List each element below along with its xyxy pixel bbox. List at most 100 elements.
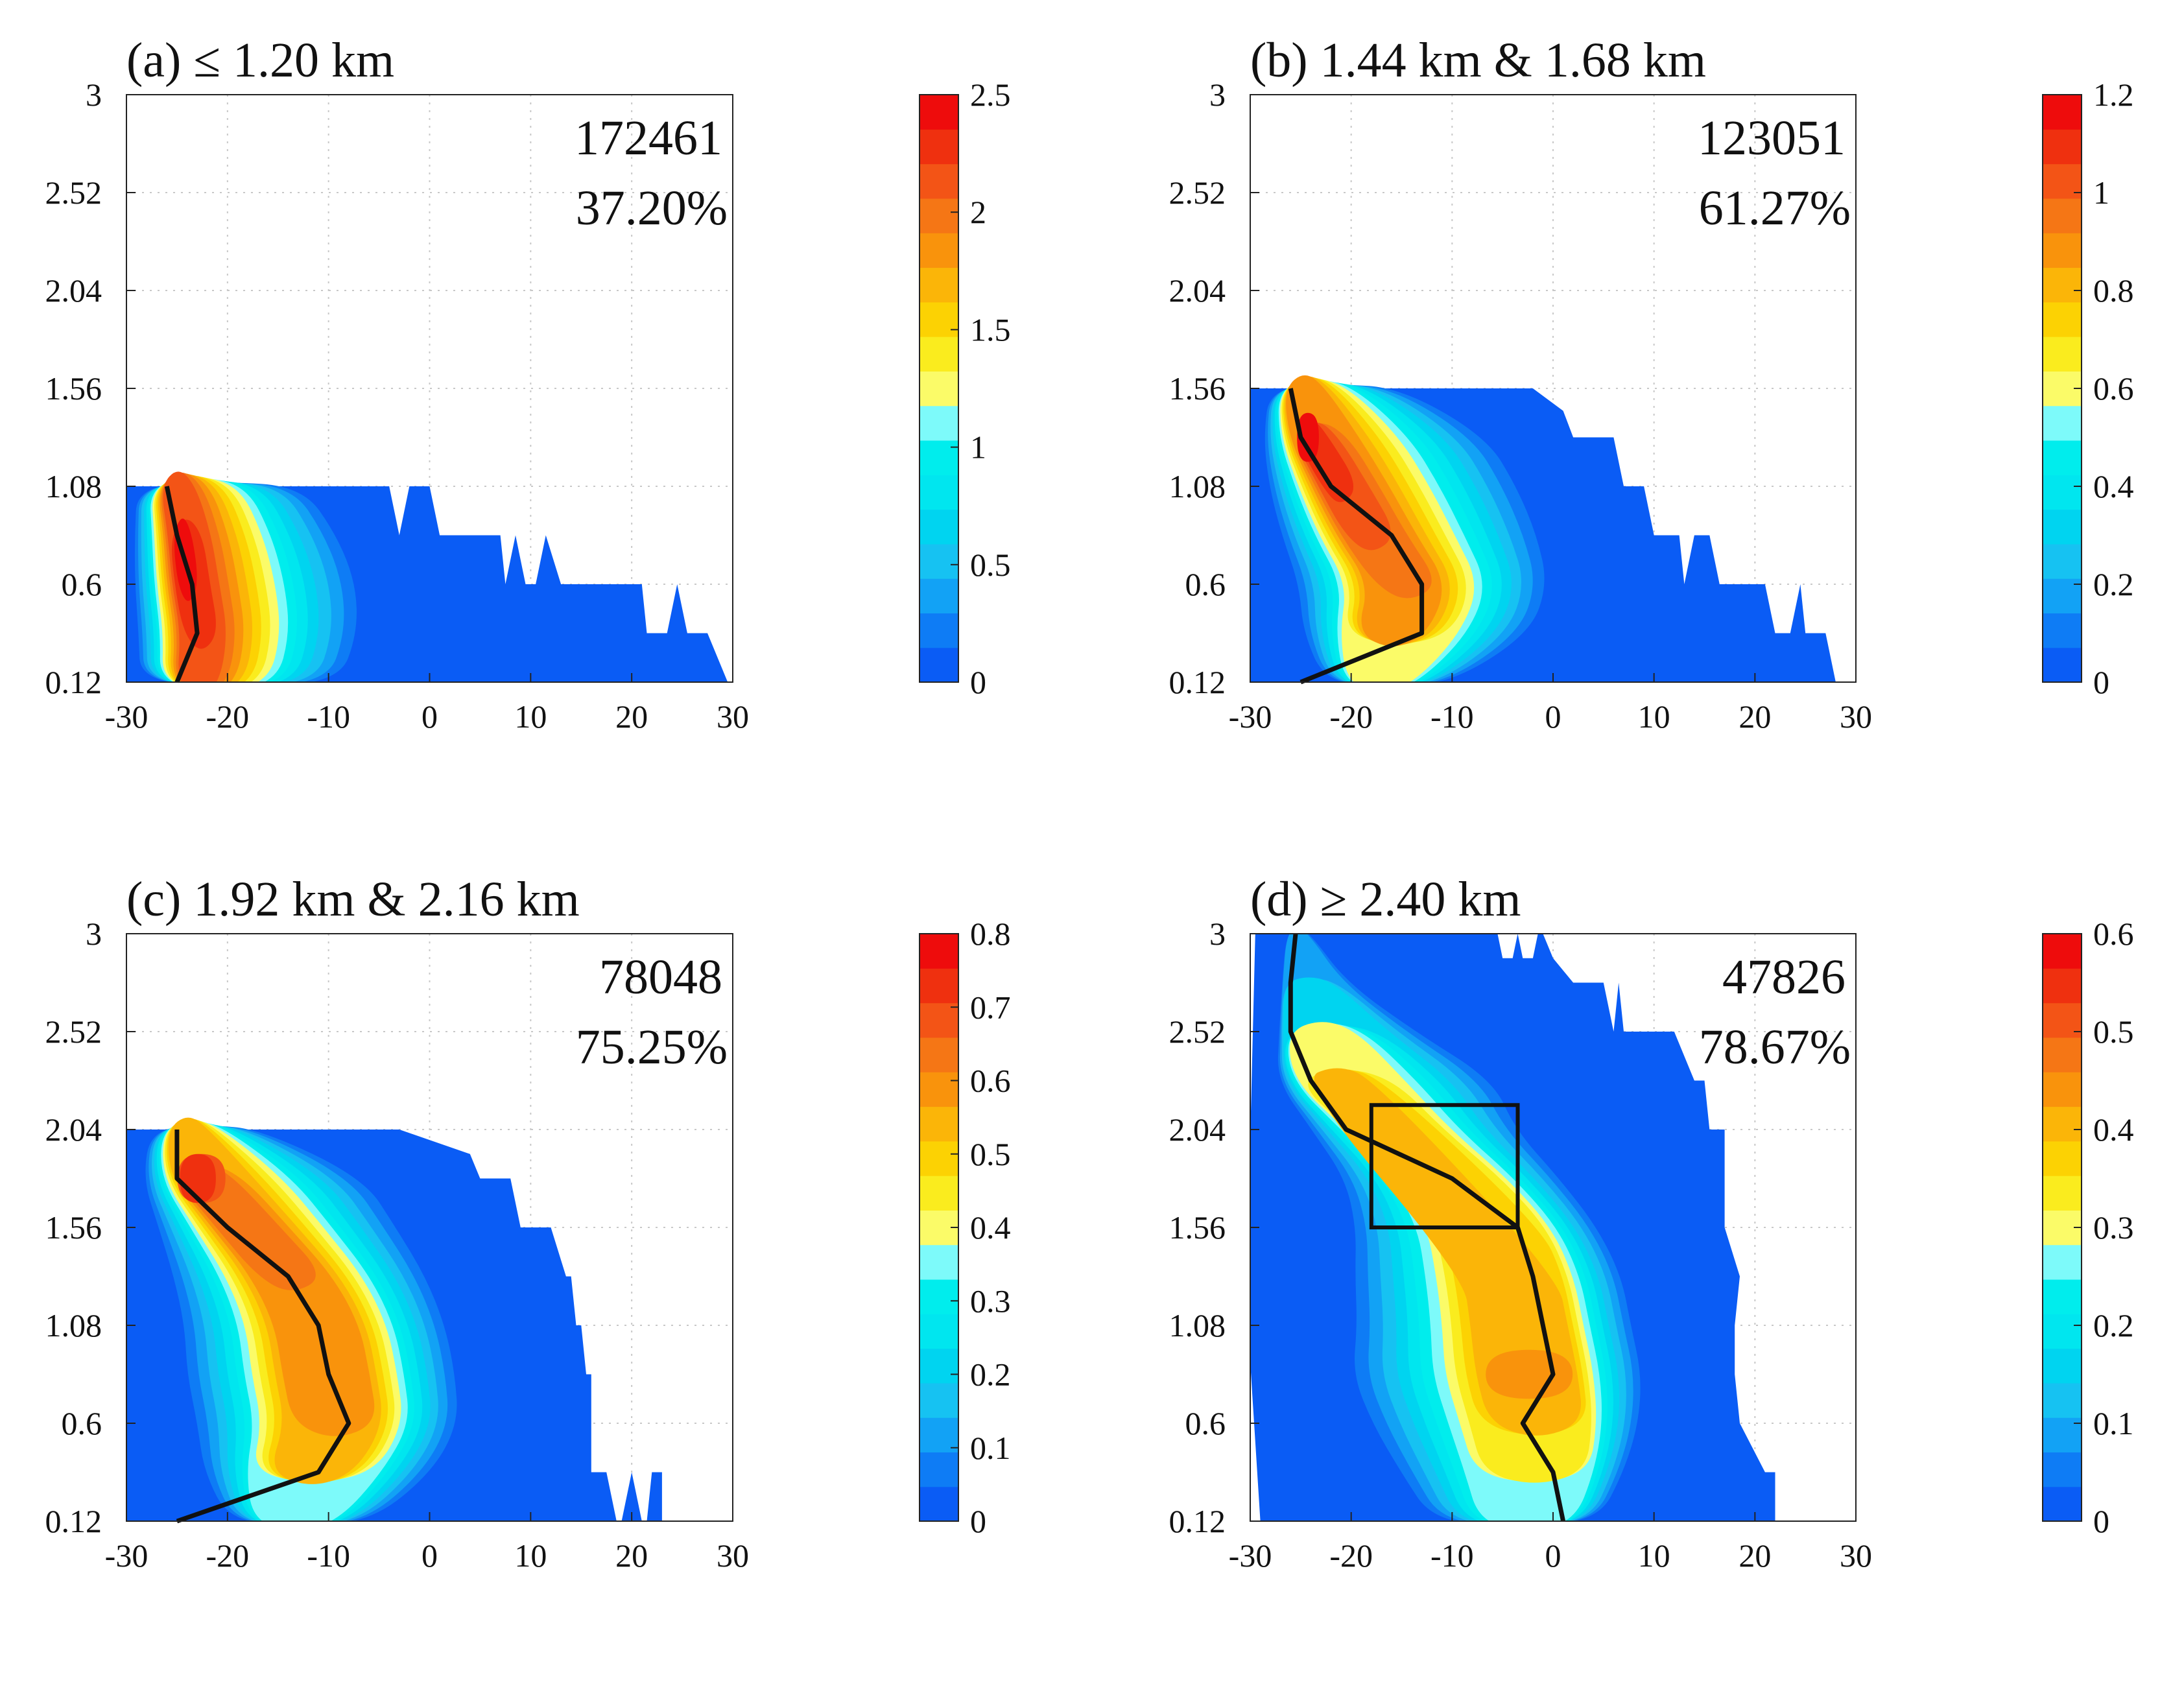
colorbar-tick-label: 0.3 xyxy=(970,1283,1011,1319)
x-tick-label: 20 xyxy=(1739,1537,1771,1574)
y-tick-label: 3 xyxy=(1209,77,1226,113)
x-tick-label: -30 xyxy=(1229,1537,1272,1574)
y-tick-label: 2.04 xyxy=(1169,1111,1226,1148)
colorbar-tick-label: 0 xyxy=(2093,664,2109,700)
x-tick-label: -30 xyxy=(105,1537,148,1574)
colorbar-swatch xyxy=(920,543,958,579)
colorbar-swatch xyxy=(920,613,958,648)
colorbar-b: 0 0.2 0.4 0.6 0.8 1 1.2 xyxy=(2042,77,2134,700)
colorbar-tick-label: 0.7 xyxy=(970,989,1011,1025)
x-tick-label: -20 xyxy=(1329,698,1373,735)
colorbar-tick-label: 1 xyxy=(970,429,986,466)
colorbar-swatch xyxy=(2043,1486,2082,1522)
colorbar-tick-label: 0.4 xyxy=(2093,1111,2134,1148)
percent-label: 37.20% xyxy=(576,181,728,235)
colorbar-swatch xyxy=(2043,1452,2082,1487)
colorbar-tick-label: 0.5 xyxy=(970,1136,1011,1172)
x-tick-label: 30 xyxy=(717,698,749,735)
x-tick-label: -10 xyxy=(307,1537,350,1574)
y-tick-label: 1.56 xyxy=(45,1209,102,1246)
y-tick-label: 3 xyxy=(1209,916,1226,952)
panel-d: -30 -20 -10 0 10 20 300.120.61.081.562.042.523… xyxy=(1169,872,2134,1574)
panel-c: -30 -20 -10 0 10 20 300.120.61.081.562.042.523… xyxy=(45,872,1011,1574)
colorbar-tick-label: 1 xyxy=(2093,174,2109,211)
x-tick-label: -20 xyxy=(206,1537,250,1574)
colorbar-swatch xyxy=(920,1452,958,1487)
panel-title: (a) ≤ 1.20 km xyxy=(126,33,394,88)
panel-title: (d) ≥ 2.40 km xyxy=(1250,872,1521,927)
y-tick-label: 1.08 xyxy=(1169,1307,1226,1343)
colorbar-swatch xyxy=(920,129,958,165)
colorbar-tick-label: 0.2 xyxy=(970,1356,1011,1393)
colorbar-swatch xyxy=(2043,337,2082,372)
colorbar-tick-label: 0.4 xyxy=(2093,468,2134,504)
colorbar-tick-label: 0 xyxy=(2093,1503,2109,1539)
panel-title: (b) 1.44 km & 1.68 km xyxy=(1250,33,1706,88)
mean-profile-line xyxy=(1288,388,1425,685)
colorbar-swatch xyxy=(920,95,958,130)
colorbar-swatch xyxy=(2043,1106,2082,1142)
colorbar-tick-label: 2.5 xyxy=(970,77,1011,113)
sample-count-label: 172461 xyxy=(575,111,722,165)
y-tick-label: 2.52 xyxy=(45,174,102,211)
y-tick-label: 2.04 xyxy=(45,272,102,309)
percent-label: 75.25% xyxy=(576,1020,728,1074)
x-tick-label: -10 xyxy=(1430,698,1474,735)
x-tick-label: -10 xyxy=(307,698,350,735)
colorbar-swatch xyxy=(2043,440,2082,475)
colorbar-swatch xyxy=(920,1176,958,1211)
x-tick-label: 20 xyxy=(615,698,648,735)
colorbar-swatch xyxy=(920,647,958,683)
colorbar-frame xyxy=(919,94,959,683)
colorbar-swatch xyxy=(920,1002,958,1038)
y-tick-label: 3 xyxy=(86,77,102,113)
colorbar-swatch xyxy=(2043,647,2082,683)
colorbar-swatch xyxy=(920,509,958,545)
colorbar-swatch xyxy=(920,968,958,1004)
colorbar-swatch xyxy=(2043,1348,2082,1384)
x-tick-label: -30 xyxy=(1229,698,1272,735)
colorbar-swatch xyxy=(920,1244,958,1280)
y-tick-label: 0.12 xyxy=(1169,664,1226,700)
colorbar-swatch xyxy=(920,578,958,614)
colorbar-swatch xyxy=(2043,543,2082,579)
colorbar-swatch xyxy=(2043,267,2082,303)
mean-profile-line xyxy=(164,486,200,683)
colorbar-swatch xyxy=(920,337,958,372)
colorbar-swatch xyxy=(920,371,958,407)
y-tick-label: 2.52 xyxy=(1169,174,1226,211)
colorbar-a: 0 0.5 1 1.5 2 2.5 xyxy=(919,77,1011,700)
y-tick-label: 1.08 xyxy=(45,1307,102,1343)
contour-field-b xyxy=(1250,375,1836,682)
sample-count-label: 78048 xyxy=(599,950,722,1004)
colorbar-swatch xyxy=(2043,405,2082,441)
colorbar-swatch xyxy=(920,1417,958,1453)
colorbar-swatch xyxy=(920,1382,958,1418)
colorbar-tick-label: 0.5 xyxy=(2093,1013,2134,1050)
colorbar-swatch xyxy=(920,198,958,233)
colorbar-swatch xyxy=(920,1072,958,1107)
y-tick-label: 1.56 xyxy=(1169,370,1226,407)
panel-a: -30 -20 -10 0 10 20 300.120.61.081.562.042.523… xyxy=(45,33,1011,735)
colorbar-swatch xyxy=(920,1106,958,1142)
colorbar-tick-label: 0.4 xyxy=(970,1209,1011,1246)
colorbar-tick-label: 0.6 xyxy=(2093,370,2134,407)
colorbar-tick-label: 1.2 xyxy=(2093,77,2134,113)
colorbar-tick-label: 0.8 xyxy=(2093,272,2134,309)
colorbar-swatch xyxy=(2043,509,2082,545)
colorbar-swatch xyxy=(2043,1037,2082,1072)
y-tick-label: 1.56 xyxy=(1169,1209,1226,1246)
x-tick-label: -30 xyxy=(105,698,148,735)
mean-profile-line xyxy=(174,1130,351,1524)
x-tick-label: 30 xyxy=(1840,698,1872,735)
y-tick-label: 0.12 xyxy=(45,1503,102,1539)
x-tick-label: 20 xyxy=(615,1537,648,1574)
y-tick-label: 0.12 xyxy=(1169,1503,1226,1539)
x-tick-label: -20 xyxy=(206,698,250,735)
colorbar-tick-label: 1.5 xyxy=(970,311,1011,348)
colorbar-tick-label: 0.1 xyxy=(2093,1405,2134,1441)
colorbar-swatch xyxy=(2043,163,2082,199)
colorbar-swatch xyxy=(2043,1279,2082,1314)
colorbar-swatch xyxy=(2043,1002,2082,1038)
